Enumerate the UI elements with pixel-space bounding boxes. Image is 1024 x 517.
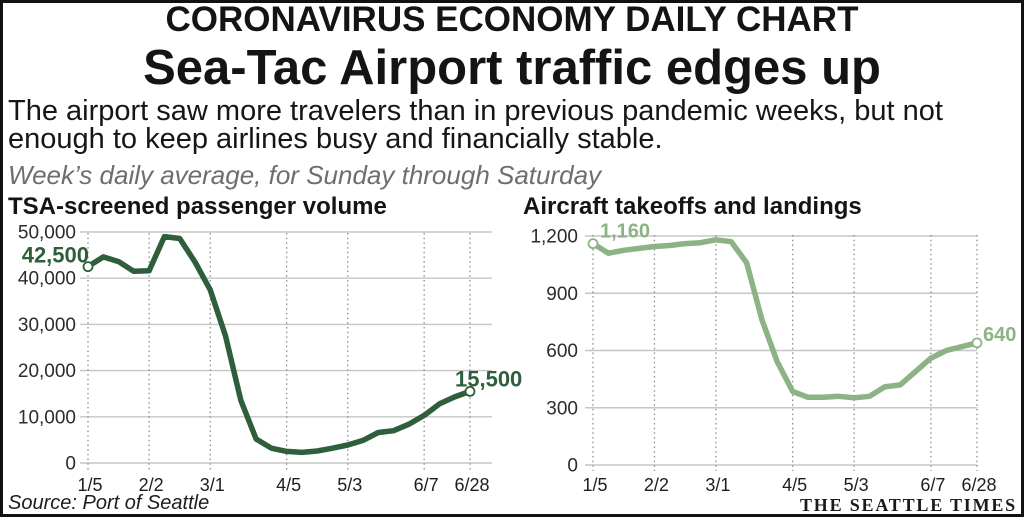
- x-tick-label: 3/1: [200, 475, 225, 495]
- data-label: 15,500: [455, 366, 522, 391]
- grid: [585, 235, 978, 471]
- x-tick-label: 2/2: [139, 475, 164, 495]
- endpoint-marker: [971, 337, 983, 349]
- x-tick-label: 6/7: [414, 475, 439, 495]
- y-tick-label: 10,000: [18, 407, 76, 428]
- chart-tsa-passenger-volume: 0 10,000 20,000 30,000 40,000 50,000 1/5 2/2 3/1…: [18, 223, 522, 496]
- data-label: 42,500: [22, 243, 89, 268]
- series-line-aircraft-operations: [590, 237, 980, 401]
- headline: Sea-Tac Airport traffic edges up: [143, 41, 881, 95]
- endpoint-marker: [82, 261, 94, 273]
- y-tick-label: 300: [546, 398, 578, 419]
- x-tick-label: 5/3: [844, 475, 869, 495]
- period-note: Week’s daily average, for Sunday through…: [8, 160, 602, 190]
- x-tick-label: 3/1: [705, 475, 730, 495]
- x-tick-label: 2/2: [644, 475, 669, 495]
- x-tick-label: 1/5: [77, 475, 102, 495]
- x-tick-label: 4/5: [782, 475, 807, 495]
- x-tick-label: 6/28: [961, 475, 996, 495]
- y-tick-label: 0: [65, 454, 76, 475]
- y-tick-label: 30,000: [18, 315, 76, 336]
- y-tick-label: 1,200: [530, 227, 578, 248]
- series-line-tsa-passengers: [85, 233, 473, 456]
- chart-title-aircraft: Aircraft takeoffs and landings: [523, 193, 862, 220]
- description: The airport saw more travelers than in p…: [8, 95, 943, 155]
- x-tick-label: 4/5: [276, 475, 301, 495]
- y-tick-label: 40,000: [18, 269, 76, 290]
- endpoint-marker: [587, 238, 599, 250]
- data-label: 640: [983, 324, 1016, 346]
- endpoint-marker: [464, 385, 476, 397]
- source-note: Source: Port of Seattle: [8, 492, 210, 514]
- y-tick-label: 0: [567, 456, 578, 477]
- chart-aircraft-takeoffs-landings: 0 300 600 900 1,200 1/5 2/2 3/1 4/5 5/3 6/7 6/28 1,1…: [530, 221, 1016, 495]
- publisher-credit: THE SEATTLE TIMES: [799, 495, 1017, 515]
- x-tick-label: 6/28: [454, 475, 489, 495]
- y-tick-label: 50,000: [18, 223, 76, 244]
- y-tick-label: 900: [546, 284, 578, 305]
- kicker-title: CORONAVIRUS ECONOMY DAILY CHART: [165, 0, 859, 39]
- x-tick-label: 5/3: [337, 475, 362, 495]
- x-tick-label: 6/7: [920, 475, 945, 495]
- y-tick-label: 600: [546, 341, 578, 362]
- x-tick-label: 1/5: [582, 475, 607, 495]
- chart-title-tsa: TSA-screened passenger volume: [8, 193, 387, 220]
- y-tick-label: 20,000: [18, 361, 76, 382]
- grid: [80, 231, 492, 471]
- data-label: 1,160: [600, 221, 650, 243]
